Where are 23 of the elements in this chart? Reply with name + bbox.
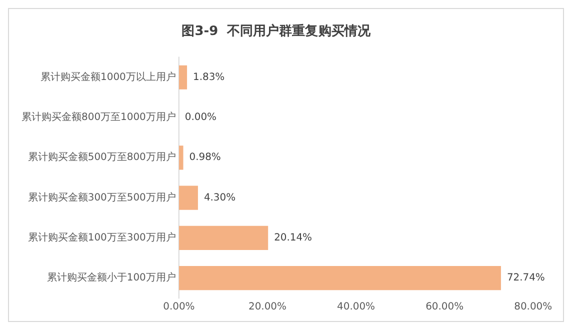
bar: [178, 226, 268, 250]
data-label: 72.74%: [506, 272, 545, 284]
data-label: 20.14%: [274, 232, 312, 244]
x-tick-label: 40.00%: [337, 302, 375, 313]
chart-title: 图3-9 不同用户群重复购买情况: [182, 23, 372, 40]
y-tick-label: 累计购买金额100万至300万用户: [28, 232, 176, 244]
bar: [178, 186, 198, 210]
y-tick-label: 累计购买金额800万至1000万用户: [21, 111, 176, 124]
bar: [178, 146, 184, 170]
data-label: 0.00%: [184, 112, 217, 124]
y-tick-label: 累计购买金额1000万以上用户: [40, 70, 176, 83]
x-tick-label: 20.00%: [248, 302, 286, 313]
y-tick-label: 累计购买金额500万至800万用户: [28, 151, 176, 164]
data-label: 4.30%: [204, 192, 236, 204]
bar: [178, 65, 188, 90]
y-tick-label: 累计购买金额小于100万用户: [46, 272, 176, 284]
data-label: 1.83%: [193, 72, 225, 83]
y-tick-label: 累计购买金额300万至500万用户: [28, 191, 176, 204]
data-label: 0.98%: [189, 152, 221, 164]
x-tick-label: 80.00%: [514, 302, 552, 313]
bar: [178, 266, 501, 290]
x-tick-label: 60.00%: [426, 302, 464, 313]
x-tick-label: 0.00%: [163, 302, 195, 313]
